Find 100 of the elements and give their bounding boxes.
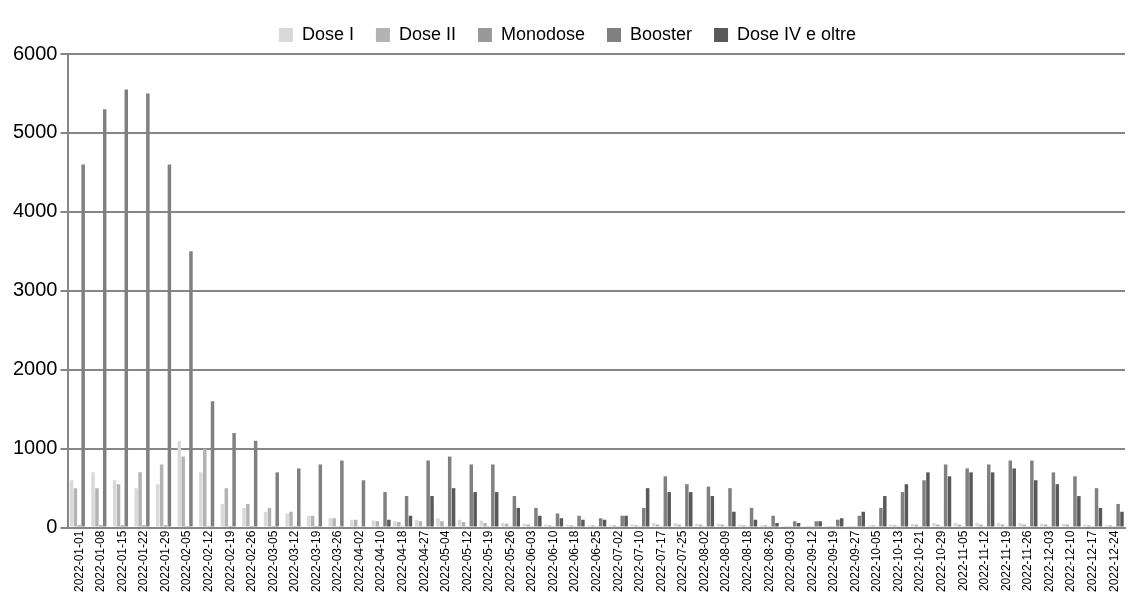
y-tick-label: 1000 bbox=[12, 436, 58, 459]
x-tick-label: 2022-01-29 bbox=[157, 530, 172, 593]
x-tick-label: 2022-02-12 bbox=[200, 530, 215, 593]
bar bbox=[738, 524, 742, 527]
x-tick-label: 2022-08-26 bbox=[761, 530, 776, 593]
x-tick-label: 2022-12-24 bbox=[1106, 530, 1121, 593]
x-tick-label: 2022-05-26 bbox=[502, 530, 517, 593]
bar bbox=[775, 522, 779, 527]
bar bbox=[436, 518, 440, 527]
x-tick-label: 2022-12-10 bbox=[1063, 530, 1078, 593]
x-tick-label: 2022-11-26 bbox=[1020, 530, 1035, 592]
bar bbox=[397, 522, 401, 527]
x-tick-label: 2022-07-02 bbox=[610, 530, 625, 593]
x-tick-label: 2022-01-22 bbox=[136, 530, 151, 593]
bar bbox=[716, 523, 721, 527]
x-tick-label: 2022-02-19 bbox=[222, 530, 237, 593]
bar bbox=[624, 515, 628, 527]
bar bbox=[861, 511, 865, 527]
bar bbox=[387, 519, 391, 527]
x-tick-label: 2022-06-18 bbox=[567, 530, 582, 593]
y-tick-label: 6000 bbox=[12, 41, 58, 64]
y-tick-label: 3000 bbox=[12, 278, 58, 301]
x-tick-label: 2022-10-21 bbox=[912, 530, 927, 593]
bar bbox=[914, 524, 919, 527]
x-tick-label: 2022-04-10 bbox=[373, 530, 388, 593]
bar bbox=[818, 521, 822, 527]
legend-label: Dose IV e oltre bbox=[737, 23, 857, 44]
x-tick-label: 2022-01-15 bbox=[114, 530, 129, 593]
bar bbox=[1061, 523, 1066, 527]
x-tick-label: 2022-04-02 bbox=[351, 530, 366, 593]
x-tick-label: 2022-04-27 bbox=[416, 530, 431, 593]
x-tick-label: 2022-06-10 bbox=[545, 530, 560, 593]
x-tick-label: 2022-07-25 bbox=[675, 530, 690, 593]
bar bbox=[1120, 511, 1124, 527]
bar bbox=[440, 521, 444, 527]
x-tick-label: 2022-06-25 bbox=[589, 530, 604, 593]
y-tick-label: 2000 bbox=[12, 357, 58, 380]
bar bbox=[1000, 524, 1005, 527]
x-tick-label: 2022-09-19 bbox=[826, 530, 841, 593]
bar bbox=[1012, 468, 1016, 527]
y-tick-label: 4000 bbox=[12, 199, 58, 222]
bar bbox=[1018, 522, 1022, 527]
x-tick-label: 2022-04-18 bbox=[395, 530, 410, 593]
bar bbox=[581, 519, 585, 527]
bar bbox=[332, 518, 336, 527]
bar bbox=[430, 496, 434, 527]
bar bbox=[936, 524, 940, 527]
bar bbox=[91, 472, 95, 527]
x-tick-label: 2022-11-19 bbox=[998, 530, 1013, 592]
x-tick-label: 2022-12-03 bbox=[1041, 530, 1056, 593]
x-tick-label: 2022-02-26 bbox=[244, 530, 259, 593]
x-tick-label: 2022-03-26 bbox=[330, 530, 345, 593]
x-tick-label: 2022-08-09 bbox=[718, 530, 733, 593]
x-tick-label: 2022-08-18 bbox=[739, 530, 754, 593]
bar bbox=[889, 524, 893, 527]
bar bbox=[393, 521, 397, 527]
x-tick-label: 2022-07-17 bbox=[653, 530, 668, 593]
bar bbox=[242, 507, 246, 527]
x-tick-label: 2022-06-03 bbox=[524, 530, 539, 593]
bar bbox=[559, 518, 564, 527]
bar bbox=[526, 524, 530, 527]
x-tick-label: 2022-10-13 bbox=[890, 530, 905, 593]
bar bbox=[538, 515, 542, 527]
bar bbox=[1040, 523, 1044, 527]
y-tick-label: 0 bbox=[46, 515, 58, 538]
bar bbox=[181, 456, 185, 527]
bar bbox=[695, 523, 699, 527]
bar bbox=[134, 488, 138, 527]
bar bbox=[156, 484, 160, 527]
x-tick-label: 2022-11-12 bbox=[977, 530, 992, 592]
bar bbox=[1077, 496, 1081, 527]
bar bbox=[732, 511, 736, 527]
x-tick-label: 2022-05-12 bbox=[459, 530, 474, 593]
x-tick-label: 2022-07-10 bbox=[632, 530, 647, 593]
legend-label: Booster bbox=[630, 23, 693, 44]
x-tick-label: 2022-09-27 bbox=[847, 530, 862, 593]
x-tick-label: 2022-11-05 bbox=[955, 530, 970, 592]
bar bbox=[285, 513, 289, 527]
bar bbox=[979, 524, 983, 527]
bar bbox=[975, 522, 979, 527]
bar bbox=[720, 524, 724, 527]
bar bbox=[418, 521, 423, 527]
bar bbox=[328, 518, 332, 527]
bar bbox=[95, 488, 99, 527]
bar bbox=[246, 503, 250, 527]
legend-label: Dose I bbox=[301, 23, 354, 44]
bar bbox=[667, 492, 671, 527]
bar bbox=[500, 522, 505, 527]
bar bbox=[1043, 524, 1048, 527]
bar bbox=[504, 523, 509, 527]
bar bbox=[957, 524, 962, 527]
x-tick-label: 2022-09-12 bbox=[804, 530, 819, 593]
bar bbox=[199, 472, 203, 527]
bar bbox=[796, 522, 801, 527]
bar bbox=[677, 524, 681, 527]
bar bbox=[1022, 524, 1026, 527]
y-tick-label: 5000 bbox=[12, 120, 58, 143]
bar bbox=[651, 522, 656, 527]
bar bbox=[544, 524, 548, 527]
bar bbox=[461, 522, 466, 527]
